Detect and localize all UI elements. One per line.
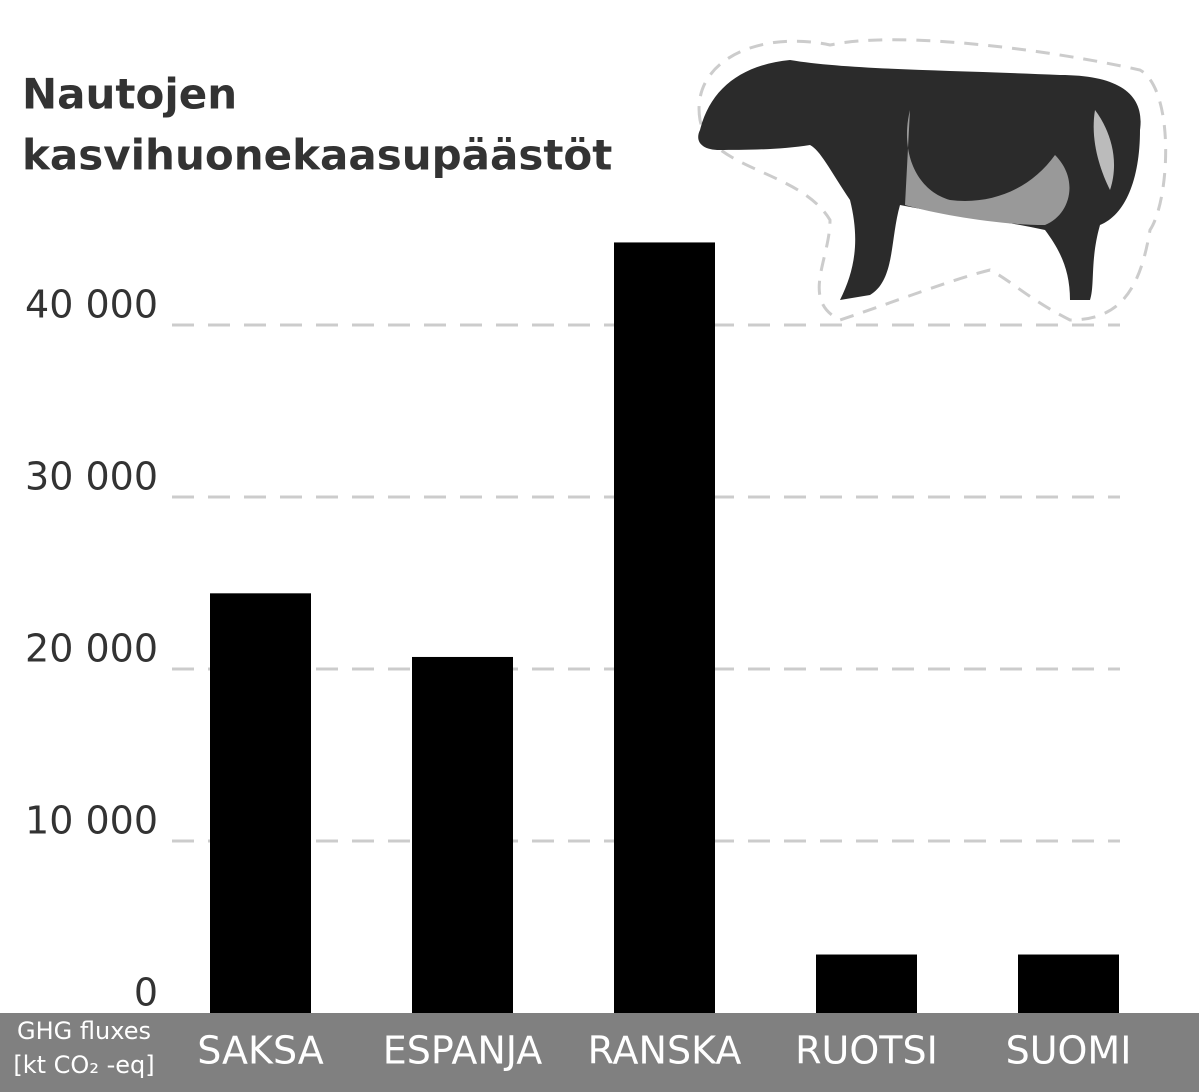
bar	[614, 242, 715, 1013]
x-tick-label: RANSKA	[588, 1029, 742, 1073]
chart-title: kasvihuonekaasupäästöt	[22, 131, 612, 180]
y-tick-label: 40 000	[25, 283, 158, 327]
y-tick-label: 30 000	[25, 455, 158, 499]
y-tick-label: 10 000	[25, 799, 158, 843]
bar	[210, 593, 311, 1013]
y-tick-label: 0	[134, 971, 158, 1015]
cow-illustration	[697, 38, 1168, 322]
x-tick-label: RUOTSI	[795, 1029, 938, 1073]
x-tick-label: SUOMI	[1006, 1029, 1132, 1073]
chart-title: Nautojen	[22, 70, 237, 119]
y-axis-label: GHG fluxes	[17, 1017, 151, 1045]
category-band	[0, 1013, 1199, 1092]
x-tick-label: SAKSA	[197, 1029, 324, 1073]
y-tick-label: 20 000	[25, 627, 158, 671]
y-axis-label: [kt CO₂ -eq]	[13, 1051, 154, 1079]
x-tick-label: ESPANJA	[383, 1029, 543, 1073]
bar	[412, 656, 513, 1013]
bar	[816, 954, 917, 1013]
bar	[1018, 954, 1119, 1013]
